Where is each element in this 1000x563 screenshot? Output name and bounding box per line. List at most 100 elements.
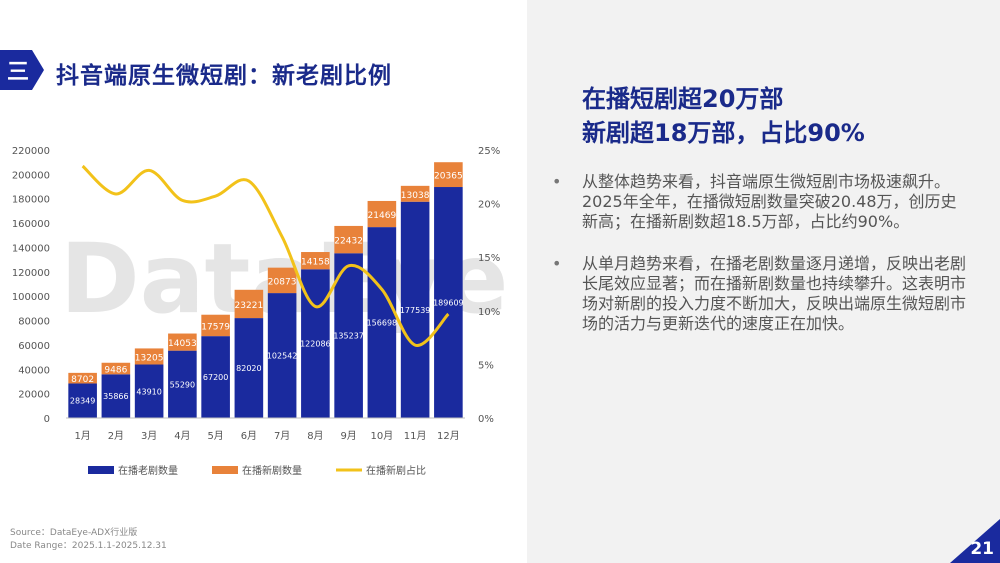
x-axis-tick-label: 6月 xyxy=(241,430,257,442)
bar-new-series xyxy=(301,252,330,270)
data-label-old: 67200 xyxy=(203,373,228,382)
left-axis-tick-label: 200000 xyxy=(12,170,50,181)
bar-new-series xyxy=(334,225,363,254)
data-label-old: 177539 xyxy=(400,306,431,315)
headline-line-1: 在播短剧超20万部 xyxy=(582,85,784,113)
bar-new-series xyxy=(201,314,230,337)
left-axis-tick-label: 180000 xyxy=(12,195,50,206)
bar-old-series xyxy=(234,318,264,418)
page-title: 抖音端原生微短剧：新老剧比例 xyxy=(56,63,392,89)
legend-label-ratio: 在播新剧占比 xyxy=(366,464,426,477)
left-axis-tick-label: 160000 xyxy=(12,219,50,230)
left-axis-tick-label: 140000 xyxy=(12,243,50,254)
bar-old-series xyxy=(267,293,297,418)
bar-new-series xyxy=(68,372,97,384)
bar-new-series xyxy=(234,289,264,319)
data-label-old: 122086 xyxy=(300,340,331,349)
x-axis-tick-label: 5月 xyxy=(207,430,223,442)
x-axis-tick-label: 2月 xyxy=(108,430,124,442)
data-label-new: 9486 xyxy=(104,366,127,376)
right-axis-tick-label: 15% xyxy=(478,253,500,264)
bar-new-series xyxy=(400,185,430,202)
left-axis-tick-label: 60000 xyxy=(18,341,50,352)
bar-new-series xyxy=(267,267,297,294)
x-axis-tick-label: 12月 xyxy=(437,430,460,442)
source-line-2: Date Range：2025.1.1-2025.12.31 xyxy=(10,541,167,551)
data-label-new: 8702 xyxy=(71,375,94,385)
bullet-list: • 从整体趋势来看，抖音端原生微短剧市场极速飙升。2025年全年，在播微短剧数量… xyxy=(552,172,972,356)
x-axis-tick-label: 9月 xyxy=(340,430,356,442)
x-axis-tick-label: 7月 xyxy=(274,430,290,442)
right-axis-tick-label: 10% xyxy=(478,307,500,318)
data-label-old: 28349 xyxy=(70,397,95,406)
x-axis-tick-label: 4月 xyxy=(174,430,190,442)
bar-old-series xyxy=(434,187,463,418)
bar-new-series xyxy=(434,162,463,188)
bullet-text: 从单月趋势来看，在播老剧数量逐月递增，反映出老剧长尾效应显著；而在播新剧数量也持… xyxy=(582,254,967,333)
bullet-marker: • xyxy=(552,172,562,191)
source-note: Source：DataEye-ADX行业版 Date Range：2025.1.… xyxy=(10,527,167,553)
x-axis-tick-label: 1月 xyxy=(74,430,90,442)
left-axis-tick-label: 40000 xyxy=(18,365,50,376)
bar-new-series xyxy=(101,362,131,375)
page-number: 21 xyxy=(970,539,994,559)
data-label-old: 135237 xyxy=(333,332,364,341)
x-axis-tick-label: 11月 xyxy=(404,430,427,442)
ratio-series-line xyxy=(81,164,450,347)
data-label-old: 35866 xyxy=(103,392,128,401)
data-label-old: 82020 xyxy=(236,364,261,373)
x-axis-tick-label: 10月 xyxy=(371,430,394,442)
bar-old-series xyxy=(334,253,363,418)
bar-new-series xyxy=(134,348,164,365)
right-axis-tick-label: 0% xyxy=(478,414,494,425)
data-label-old: 55290 xyxy=(170,380,195,389)
bar-old-series xyxy=(101,374,131,418)
data-label-new: 21469 xyxy=(368,211,397,221)
title-badge-char: 三 xyxy=(7,60,29,85)
data-label-new: 13205 xyxy=(135,353,164,363)
bar-old-series xyxy=(367,227,397,418)
data-label-new: 20873 xyxy=(268,277,297,287)
right-panel xyxy=(527,0,1000,563)
data-label-new: 13038 xyxy=(401,191,430,201)
source-line-1: Source：DataEye-ADX行业版 xyxy=(10,528,138,538)
right-axis-tick-label: 20% xyxy=(478,200,500,211)
chart: DataEye020000400006000080000100000120000… xyxy=(12,146,509,477)
bullet-item: • 从单月趋势来看，在播老剧数量逐月递增，反映出老剧长尾效应显著；而在播新剧数量… xyxy=(552,254,972,334)
bullet-marker: • xyxy=(552,254,562,273)
bar-new-series xyxy=(168,333,197,351)
data-label-new: 22432 xyxy=(334,237,363,247)
bullet-text: 从整体趋势来看，抖音端原生微短剧市场极速飙升。2025年全年，在播微短剧数量突破… xyxy=(582,172,957,231)
left-axis-tick-label: 80000 xyxy=(18,317,50,328)
bar-old-series xyxy=(400,201,430,418)
headline-line-2: 新剧超18万部，占比90% xyxy=(582,119,865,147)
data-label-old: 43910 xyxy=(136,387,161,396)
left-axis-tick-label: 100000 xyxy=(12,292,50,303)
left-axis-tick-label: 220000 xyxy=(12,146,50,157)
x-axis-tick-label: 3月 xyxy=(141,430,157,442)
right-axis-tick-label: 5% xyxy=(478,360,494,371)
bar-new-series xyxy=(367,200,397,228)
data-label-old: 102542 xyxy=(267,352,298,361)
bullet-item: • 从整体趋势来看，抖音端原生微短剧市场极速飙升。2025年全年，在播微短剧数量… xyxy=(552,172,972,232)
data-label-old: 189609 xyxy=(433,299,464,308)
bar-old-series xyxy=(168,350,197,418)
data-label-new: 17579 xyxy=(201,322,230,332)
data-label-new: 20365 xyxy=(434,172,463,182)
left-axis-tick-label: 0 xyxy=(44,414,50,425)
left-axis-tick-label: 20000 xyxy=(18,390,50,401)
data-label-old: 156698 xyxy=(367,319,398,328)
bar-old-series xyxy=(68,383,97,418)
legend-swatch-old xyxy=(88,466,114,474)
title-badge-icon: 三 xyxy=(0,50,44,90)
data-label-new: 23221 xyxy=(235,301,264,311)
legend-label-new: 在播新剧数量 xyxy=(242,464,302,477)
left-axis-tick-label: 120000 xyxy=(12,268,50,279)
page-number-corner xyxy=(950,519,1000,563)
headline: 在播短剧超20万部 新剧超18万部，占比90% xyxy=(582,82,865,150)
bar-old-series xyxy=(201,336,230,418)
bar-old-series xyxy=(134,364,164,418)
legend-swatch-new xyxy=(212,466,238,474)
data-label-new: 14053 xyxy=(168,339,197,349)
data-label-new: 14158 xyxy=(301,258,330,268)
